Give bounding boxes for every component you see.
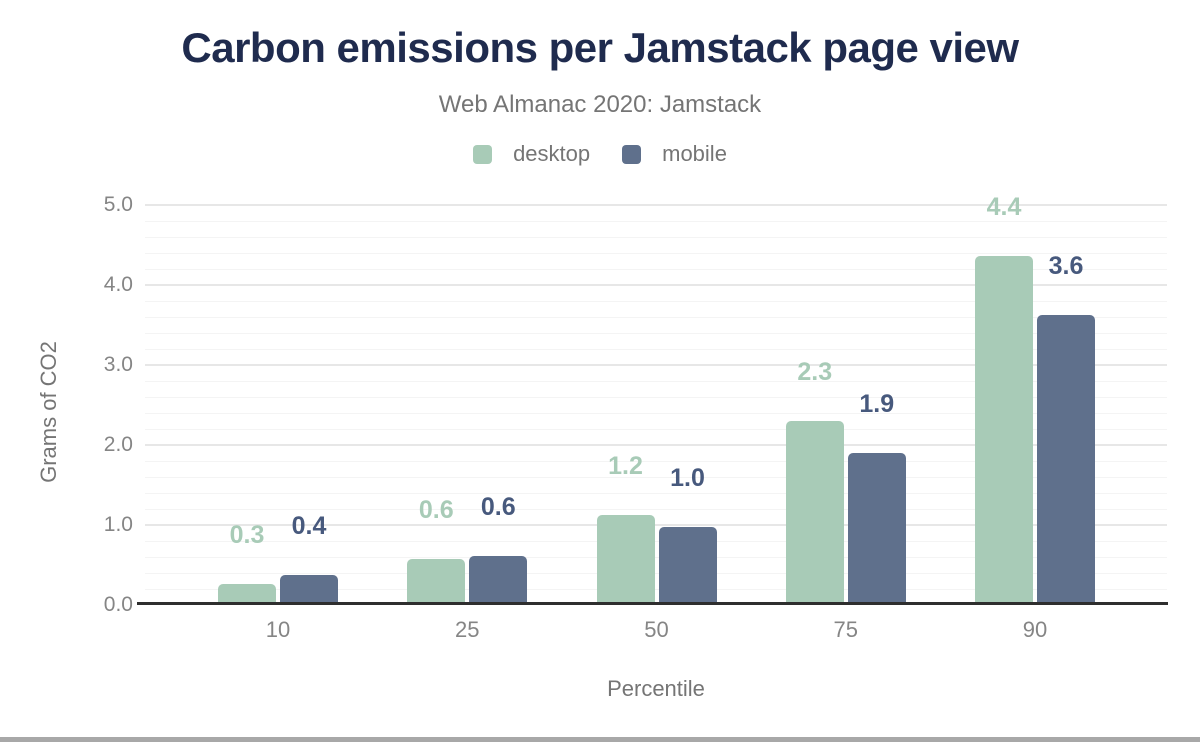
y-tick-label: 4.0 bbox=[103, 273, 133, 296]
legend-label-desktop: desktop bbox=[513, 141, 591, 166]
bar-mobile-p90 bbox=[1037, 315, 1095, 605]
chart-subtitle: Web Almanac 2020: Jamstack bbox=[438, 91, 762, 118]
minor-gridline bbox=[145, 268, 1167, 270]
mobile-legend-swatch bbox=[622, 144, 642, 164]
legend-label-mobile: mobile bbox=[662, 141, 727, 166]
minor-gridline bbox=[145, 316, 1167, 318]
minor-gridline bbox=[145, 236, 1167, 238]
bar-desktop-p50 bbox=[596, 515, 655, 605]
bar-desktop-p75 bbox=[785, 421, 844, 605]
chart-legend: desktop mobile bbox=[0, 141, 1200, 167]
minor-gridline bbox=[145, 412, 1167, 414]
x-tick-label: 75 bbox=[833, 617, 858, 642]
x-axis-line bbox=[137, 602, 1168, 605]
bottom-border-bar bbox=[0, 737, 1200, 742]
desktop-legend-swatch bbox=[473, 144, 493, 164]
y-tick-label: 0.0 bbox=[103, 593, 133, 616]
x-tick-label: 50 bbox=[644, 617, 669, 642]
bar-mobile-p10 bbox=[280, 575, 338, 605]
minor-gridline bbox=[145, 300, 1167, 302]
minor-gridline bbox=[145, 460, 1167, 462]
minor-gridline bbox=[145, 540, 1167, 542]
minor-gridline bbox=[145, 508, 1167, 510]
value-label-mobile-p10: 0.4 bbox=[291, 512, 327, 540]
bar-mobile-p50 bbox=[658, 527, 717, 605]
value-label-desktop-p10: 0.3 bbox=[229, 521, 265, 549]
minor-gridline bbox=[145, 476, 1167, 478]
y-tick-label: 2.0 bbox=[103, 433, 133, 456]
bar-desktop-p10 bbox=[218, 584, 276, 605]
minor-gridline bbox=[145, 380, 1167, 382]
minor-gridline bbox=[145, 572, 1167, 574]
x-axis-title: Percentile bbox=[607, 676, 705, 701]
legend-item-mobile: mobile bbox=[622, 141, 727, 167]
minor-gridline bbox=[145, 492, 1167, 494]
value-label-desktop-p75: 2.3 bbox=[797, 358, 833, 386]
major-gridline bbox=[145, 524, 1167, 526]
minor-gridline bbox=[145, 220, 1167, 222]
minor-gridline bbox=[145, 348, 1167, 350]
x-tick-label: 90 bbox=[1022, 617, 1048, 642]
value-label-desktop-p25: 0.6 bbox=[418, 496, 454, 524]
value-label-desktop-p50: 1.2 bbox=[608, 452, 643, 480]
y-axis-title: Grams of CO2 bbox=[36, 341, 61, 483]
y-tick-label: 3.0 bbox=[103, 353, 133, 376]
value-label-mobile-p50: 1.0 bbox=[670, 464, 705, 492]
minor-gridline bbox=[145, 332, 1167, 334]
value-label-mobile-p75: 1.9 bbox=[859, 390, 895, 418]
x-tick-label: 10 bbox=[265, 617, 291, 642]
bar-mobile-p75 bbox=[847, 453, 906, 605]
minor-gridline bbox=[145, 588, 1167, 590]
minor-gridline bbox=[145, 556, 1167, 558]
major-gridline bbox=[145, 444, 1167, 446]
bar-desktop-p25 bbox=[407, 559, 466, 605]
value-label-mobile-p25: 0.6 bbox=[480, 493, 516, 521]
value-label-mobile-p90: 3.6 bbox=[1048, 252, 1084, 280]
major-gridline bbox=[145, 364, 1167, 366]
x-tick-label: 25 bbox=[455, 617, 480, 642]
chart-title: Carbon emissions per Jamstack page view bbox=[181, 24, 1019, 71]
bar-desktop-p90 bbox=[975, 256, 1033, 605]
bar-mobile-p25 bbox=[469, 556, 528, 605]
major-gridline bbox=[145, 204, 1167, 206]
y-tick-label: 1.0 bbox=[103, 513, 133, 536]
minor-gridline bbox=[145, 396, 1167, 398]
value-label-desktop-p90: 4.4 bbox=[986, 193, 1022, 221]
legend-item-desktop: desktop bbox=[473, 141, 590, 167]
major-gridline bbox=[145, 284, 1167, 286]
minor-gridline bbox=[145, 252, 1167, 254]
minor-gridline bbox=[145, 428, 1167, 430]
y-tick-label: 5.0 bbox=[103, 193, 133, 216]
